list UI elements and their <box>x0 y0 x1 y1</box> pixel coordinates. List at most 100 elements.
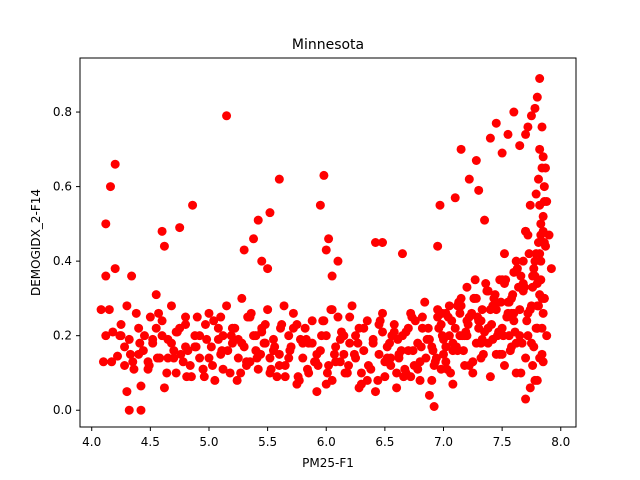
data-point <box>101 219 111 229</box>
data-point <box>265 208 275 218</box>
data-point <box>191 342 201 352</box>
data-point <box>253 364 263 374</box>
data-point <box>122 387 132 397</box>
data-point <box>535 144 545 154</box>
data-point <box>169 346 179 356</box>
data-point <box>491 118 501 128</box>
data-point <box>444 301 454 311</box>
data-point <box>166 301 176 311</box>
data-point <box>317 331 327 341</box>
data-point <box>415 357 425 367</box>
data-point <box>389 320 399 329</box>
data-point <box>175 223 185 233</box>
data-point <box>420 297 430 307</box>
data-point <box>300 323 310 333</box>
data-point <box>124 334 134 344</box>
data-point <box>263 305 273 315</box>
data-point <box>533 301 543 311</box>
data-point <box>532 92 542 102</box>
data-point <box>263 264 273 274</box>
data-point <box>333 256 343 266</box>
chart-title: Minnesota <box>292 37 364 53</box>
data-point <box>497 148 507 158</box>
data-point <box>483 323 493 333</box>
data-point <box>362 375 372 385</box>
data-point <box>531 189 541 199</box>
data-point <box>525 200 535 210</box>
data-point <box>378 327 388 337</box>
y-tick-label: 0.6 <box>53 180 72 194</box>
data-point <box>331 357 341 367</box>
data-point <box>272 372 282 382</box>
data-point <box>301 334 311 344</box>
data-point <box>265 353 275 363</box>
data-point <box>455 308 465 318</box>
data-point <box>268 346 278 356</box>
data-point <box>307 316 317 326</box>
data-point <box>385 338 395 348</box>
data-point <box>532 375 542 385</box>
data-point <box>481 279 491 288</box>
data-point <box>476 338 486 348</box>
data-point <box>515 141 525 151</box>
data-point <box>284 353 294 363</box>
data-point <box>327 271 337 281</box>
data-point <box>152 353 162 363</box>
data-point <box>477 305 487 315</box>
data-point <box>427 375 437 385</box>
data-point <box>509 107 519 117</box>
data-point <box>217 346 227 356</box>
data-point <box>546 264 556 274</box>
data-point <box>276 323 286 333</box>
data-point <box>538 308 548 318</box>
data-point <box>399 372 409 382</box>
data-point <box>437 331 447 341</box>
data-point <box>497 349 507 359</box>
data-point <box>181 312 191 322</box>
plot-frame <box>79 57 577 428</box>
data-point <box>138 346 148 356</box>
data-point <box>135 338 145 348</box>
data-point <box>403 323 413 333</box>
data-point <box>518 256 528 266</box>
x-tick-label: 5.5 <box>258 435 277 449</box>
data-point <box>204 308 214 318</box>
data-point <box>374 349 384 359</box>
data-point <box>236 368 246 378</box>
x-tick-label: 7.0 <box>434 435 453 449</box>
data-point <box>185 361 195 370</box>
data-point <box>144 361 154 370</box>
data-point <box>312 349 322 359</box>
data-point <box>351 331 361 341</box>
data-point <box>408 346 418 356</box>
data-point <box>509 316 519 326</box>
data-point <box>204 353 214 363</box>
data-point <box>503 129 513 139</box>
data-point <box>533 174 543 184</box>
data-point <box>509 308 519 318</box>
data-point <box>336 327 346 337</box>
data-point <box>120 361 130 370</box>
data-points <box>96 74 556 415</box>
data-point <box>435 200 445 210</box>
data-point <box>280 372 290 382</box>
data-point <box>322 368 332 378</box>
data-point <box>524 249 534 259</box>
data-point <box>131 308 141 318</box>
data-point <box>370 387 380 397</box>
x-axis: 4.0 4.5 5.0 5.5 6.0 6.5 7.0 7.5 8.0 <box>82 427 570 449</box>
data-point <box>417 312 427 322</box>
data-point <box>436 320 446 329</box>
data-point <box>104 305 114 315</box>
data-point <box>474 323 484 333</box>
data-point <box>136 381 146 391</box>
data-point <box>532 279 542 288</box>
data-point <box>482 286 492 296</box>
data-point <box>319 170 329 180</box>
x-tick-label: 7.5 <box>493 435 512 449</box>
data-point <box>450 323 460 333</box>
data-point <box>536 219 546 229</box>
data-point <box>462 282 472 292</box>
data-point <box>504 331 514 341</box>
